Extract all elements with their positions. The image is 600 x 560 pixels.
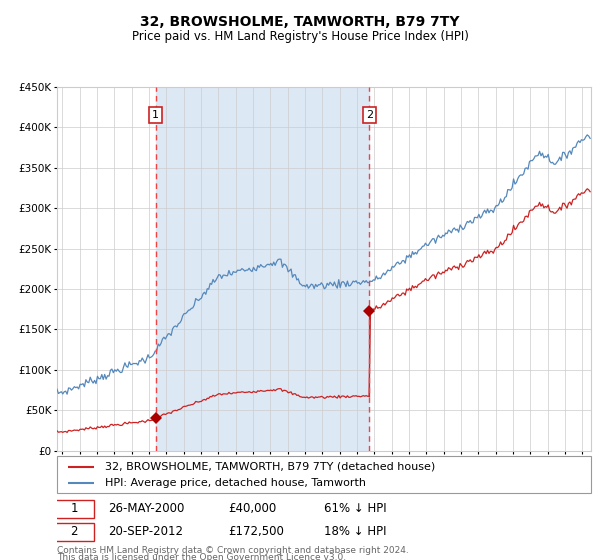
Text: 32, BROWSHOLME, TAMWORTH, B79 7TY (detached house): 32, BROWSHOLME, TAMWORTH, B79 7TY (detac… — [105, 461, 436, 472]
Bar — [155, 87, 370, 451]
Text: 20-SEP-2012: 20-SEP-2012 — [108, 525, 183, 538]
Text: This data is licensed under the Open Government Licence v3.0.: This data is licensed under the Open Gov… — [57, 553, 346, 560]
Text: 2: 2 — [366, 110, 373, 120]
FancyBboxPatch shape — [55, 523, 94, 542]
Text: Contains HM Land Registry data © Crown copyright and database right 2024.: Contains HM Land Registry data © Crown c… — [57, 546, 409, 555]
Text: £172,500: £172,500 — [228, 525, 284, 538]
Text: 18% ↓ HPI: 18% ↓ HPI — [324, 525, 386, 538]
Text: £40,000: £40,000 — [228, 502, 276, 515]
Text: 61% ↓ HPI: 61% ↓ HPI — [324, 502, 386, 515]
FancyBboxPatch shape — [55, 500, 94, 519]
Text: 1: 1 — [70, 502, 78, 515]
Text: 1: 1 — [152, 110, 159, 120]
Text: 2: 2 — [70, 525, 78, 538]
Text: HPI: Average price, detached house, Tamworth: HPI: Average price, detached house, Tamw… — [105, 478, 366, 488]
Text: 32, BROWSHOLME, TAMWORTH, B79 7TY: 32, BROWSHOLME, TAMWORTH, B79 7TY — [140, 15, 460, 29]
FancyBboxPatch shape — [57, 456, 591, 493]
Text: 26-MAY-2000: 26-MAY-2000 — [108, 502, 184, 515]
Text: Price paid vs. HM Land Registry's House Price Index (HPI): Price paid vs. HM Land Registry's House … — [131, 30, 469, 44]
